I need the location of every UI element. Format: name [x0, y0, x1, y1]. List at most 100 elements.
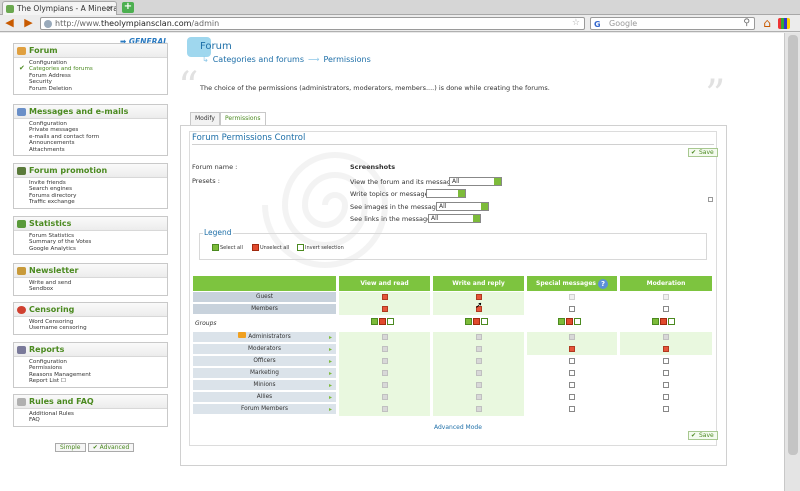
- sidebar-item-summary-votes[interactable]: Summary of the Votes: [29, 239, 92, 246]
- expand-arrow-icon[interactable]: ▸: [328, 346, 332, 353]
- row-label-administrators[interactable]: Administrators ▸: [193, 332, 336, 343]
- checkbox-mods-special[interactable]: [569, 346, 575, 352]
- row-label-marketing[interactable]: Marketing ▸: [193, 368, 336, 379]
- sidebar-item-attachments[interactable]: Attachments: [29, 146, 65, 153]
- checkbox-forum-members-view[interactable]: [382, 406, 388, 412]
- checkbox-mods-view[interactable]: [382, 346, 388, 352]
- checkbox-guest-write[interactable]: [476, 294, 482, 300]
- checkbox-mods-write[interactable]: [476, 346, 482, 352]
- checkbox-officers-moderation[interactable]: [663, 358, 669, 364]
- search-input[interactable]: G Google ⚲: [590, 17, 755, 30]
- checkbox-admin-moderation[interactable]: [663, 334, 669, 340]
- checkbox-minions-write[interactable]: [476, 382, 482, 388]
- row-label-forum-members[interactable]: Forum Members ▸: [193, 404, 336, 415]
- row-label-moderators[interactable]: Moderators ▸: [193, 344, 336, 355]
- unselect-all-icon[interactable]: [660, 318, 667, 325]
- invert-selection-icon[interactable]: [668, 318, 675, 325]
- info-icon[interactable]: [708, 197, 713, 202]
- browser-tab[interactable]: The Olympians - A Minecraft a... ✕: [2, 1, 117, 15]
- unselect-all-icon[interactable]: [473, 318, 480, 325]
- sidebar-item-word-censoring[interactable]: Word Censoring: [29, 319, 74, 325]
- tab-modify[interactable]: Modify: [190, 112, 220, 125]
- row-label-officers[interactable]: Officers ▸: [193, 356, 336, 367]
- expand-arrow-icon[interactable]: ▸: [328, 406, 332, 413]
- tab-permissions[interactable]: Permissions: [220, 112, 266, 126]
- checkbox-minions-moderation[interactable]: [663, 382, 669, 388]
- preset-images-select[interactable]: All: [436, 202, 489, 211]
- sidebar-item-invite-friends[interactable]: Invite friends: [29, 180, 66, 186]
- checkbox-marketing-moderation[interactable]: [663, 370, 669, 376]
- scrollbar-thumb[interactable]: [788, 35, 798, 455]
- checkbox-allies-write[interactable]: [476, 394, 482, 400]
- invert-selection-icon[interactable]: [481, 318, 488, 325]
- new-tab-button[interactable]: +: [122, 1, 134, 13]
- checkbox-allies-special[interactable]: [569, 394, 575, 400]
- sidebar-item-emails-contact[interactable]: e-mails and contact form: [29, 133, 100, 140]
- sidebar-item-categories-and-forums[interactable]: Categories and forums: [19, 65, 167, 72]
- row-label-minions[interactable]: Minions ▸: [193, 380, 336, 391]
- checkbox-officers-special[interactable]: [569, 358, 575, 364]
- checkbox-forum-members-write[interactable]: [476, 406, 482, 412]
- expand-arrow-icon[interactable]: ▸: [328, 370, 332, 377]
- addon-icon[interactable]: [778, 18, 790, 29]
- close-tab-icon[interactable]: ✕: [106, 4, 113, 13]
- forward-icon[interactable]: ▶: [24, 16, 33, 29]
- checkbox-minions-view[interactable]: [382, 382, 388, 388]
- checkbox-guest-moderation[interactable]: [663, 294, 669, 300]
- simple-mode-button[interactable]: Simple: [55, 443, 86, 452]
- general-heading[interactable]: ➡ GENERAL: [120, 37, 168, 46]
- back-icon[interactable]: ◀: [5, 16, 14, 29]
- search-icon[interactable]: ⚲: [743, 18, 750, 28]
- checkbox-allies-moderation[interactable]: [663, 394, 669, 400]
- unselect-all-icon[interactable]: [379, 318, 386, 325]
- checkbox-minions-special[interactable]: [569, 382, 575, 388]
- invert-selection-icon[interactable]: [387, 318, 394, 325]
- unselect-all-icon[interactable]: [566, 318, 573, 325]
- checkbox-allies-view[interactable]: [382, 394, 388, 400]
- select-all-icon[interactable]: [652, 318, 659, 325]
- sidebar-item-forums-directory[interactable]: Forums directory: [29, 192, 77, 199]
- select-all-icon[interactable]: [371, 318, 378, 325]
- checkbox-admin-write[interactable]: [476, 334, 482, 340]
- expand-arrow-icon[interactable]: ▸: [328, 394, 332, 401]
- advanced-mode-link[interactable]: Advanced Mode: [434, 424, 482, 431]
- sidebar-item-traffic-exchange[interactable]: Traffic exchange: [29, 199, 75, 206]
- sidebar-item-username-censoring[interactable]: Username censoring: [29, 325, 87, 332]
- sidebar-item-announcements[interactable]: Announcements: [29, 140, 75, 147]
- bookmark-star-icon[interactable]: ☆: [571, 18, 580, 28]
- checkbox-members-moderation[interactable]: [663, 306, 669, 312]
- checkbox-members-view[interactable]: [382, 306, 388, 312]
- checkbox-forum-members-moderation[interactable]: [663, 406, 669, 412]
- invert-selection-icon[interactable]: [574, 318, 581, 325]
- scrollbar[interactable]: [784, 33, 800, 491]
- sidebar-item-sendbox[interactable]: Sendbox: [29, 286, 54, 293]
- checkbox-members-write[interactable]: [476, 306, 482, 312]
- preset-write-select[interactable]: [426, 189, 466, 198]
- select-all-icon[interactable]: [558, 318, 565, 325]
- sidebar-item-forum-statistics[interactable]: Forum Statistics: [29, 233, 75, 239]
- sidebar-item-configuration[interactable]: Configuration: [29, 60, 67, 66]
- sidebar-item-search-engines[interactable]: Search engines: [29, 186, 72, 193]
- checkbox-marketing-write[interactable]: [476, 370, 482, 376]
- expand-arrow-icon[interactable]: ▸: [328, 334, 332, 341]
- checkbox-guest-special[interactable]: [569, 294, 575, 300]
- sidebar-item-write-and-send[interactable]: Write and send: [29, 280, 72, 286]
- sidebar-item-forum-address[interactable]: Forum Address: [29, 72, 71, 79]
- help-icon[interactable]: ?: [597, 278, 608, 289]
- checkbox-marketing-special[interactable]: [569, 370, 575, 376]
- sidebar-item-private-messages[interactable]: Private messages: [29, 127, 79, 134]
- sidebar-item-additional-rules[interactable]: Additional Rules: [29, 411, 74, 417]
- preset-view-select[interactable]: All: [449, 177, 502, 186]
- checkbox-members-special[interactable]: [569, 306, 575, 312]
- checkbox-admin-view[interactable]: [382, 334, 388, 340]
- checkbox-officers-view[interactable]: [382, 358, 388, 364]
- advanced-mode-button[interactable]: ✔ Advanced: [87, 443, 135, 452]
- url-bar[interactable]: http://www.theolympiansclan.com/admin ☆: [40, 17, 585, 30]
- home-icon[interactable]: ⌂: [763, 16, 771, 30]
- sidebar-item-reasons-management[interactable]: Reasons Management: [29, 371, 91, 378]
- sidebar-item-faq[interactable]: FAQ: [29, 417, 40, 424]
- sidebar-item-report-list[interactable]: Report List ☐: [29, 378, 66, 385]
- sidebar-item-google-analytics[interactable]: Google Analytics: [29, 245, 76, 252]
- preset-links-select[interactable]: All: [428, 214, 481, 223]
- expand-arrow-icon[interactable]: ▸: [328, 358, 332, 365]
